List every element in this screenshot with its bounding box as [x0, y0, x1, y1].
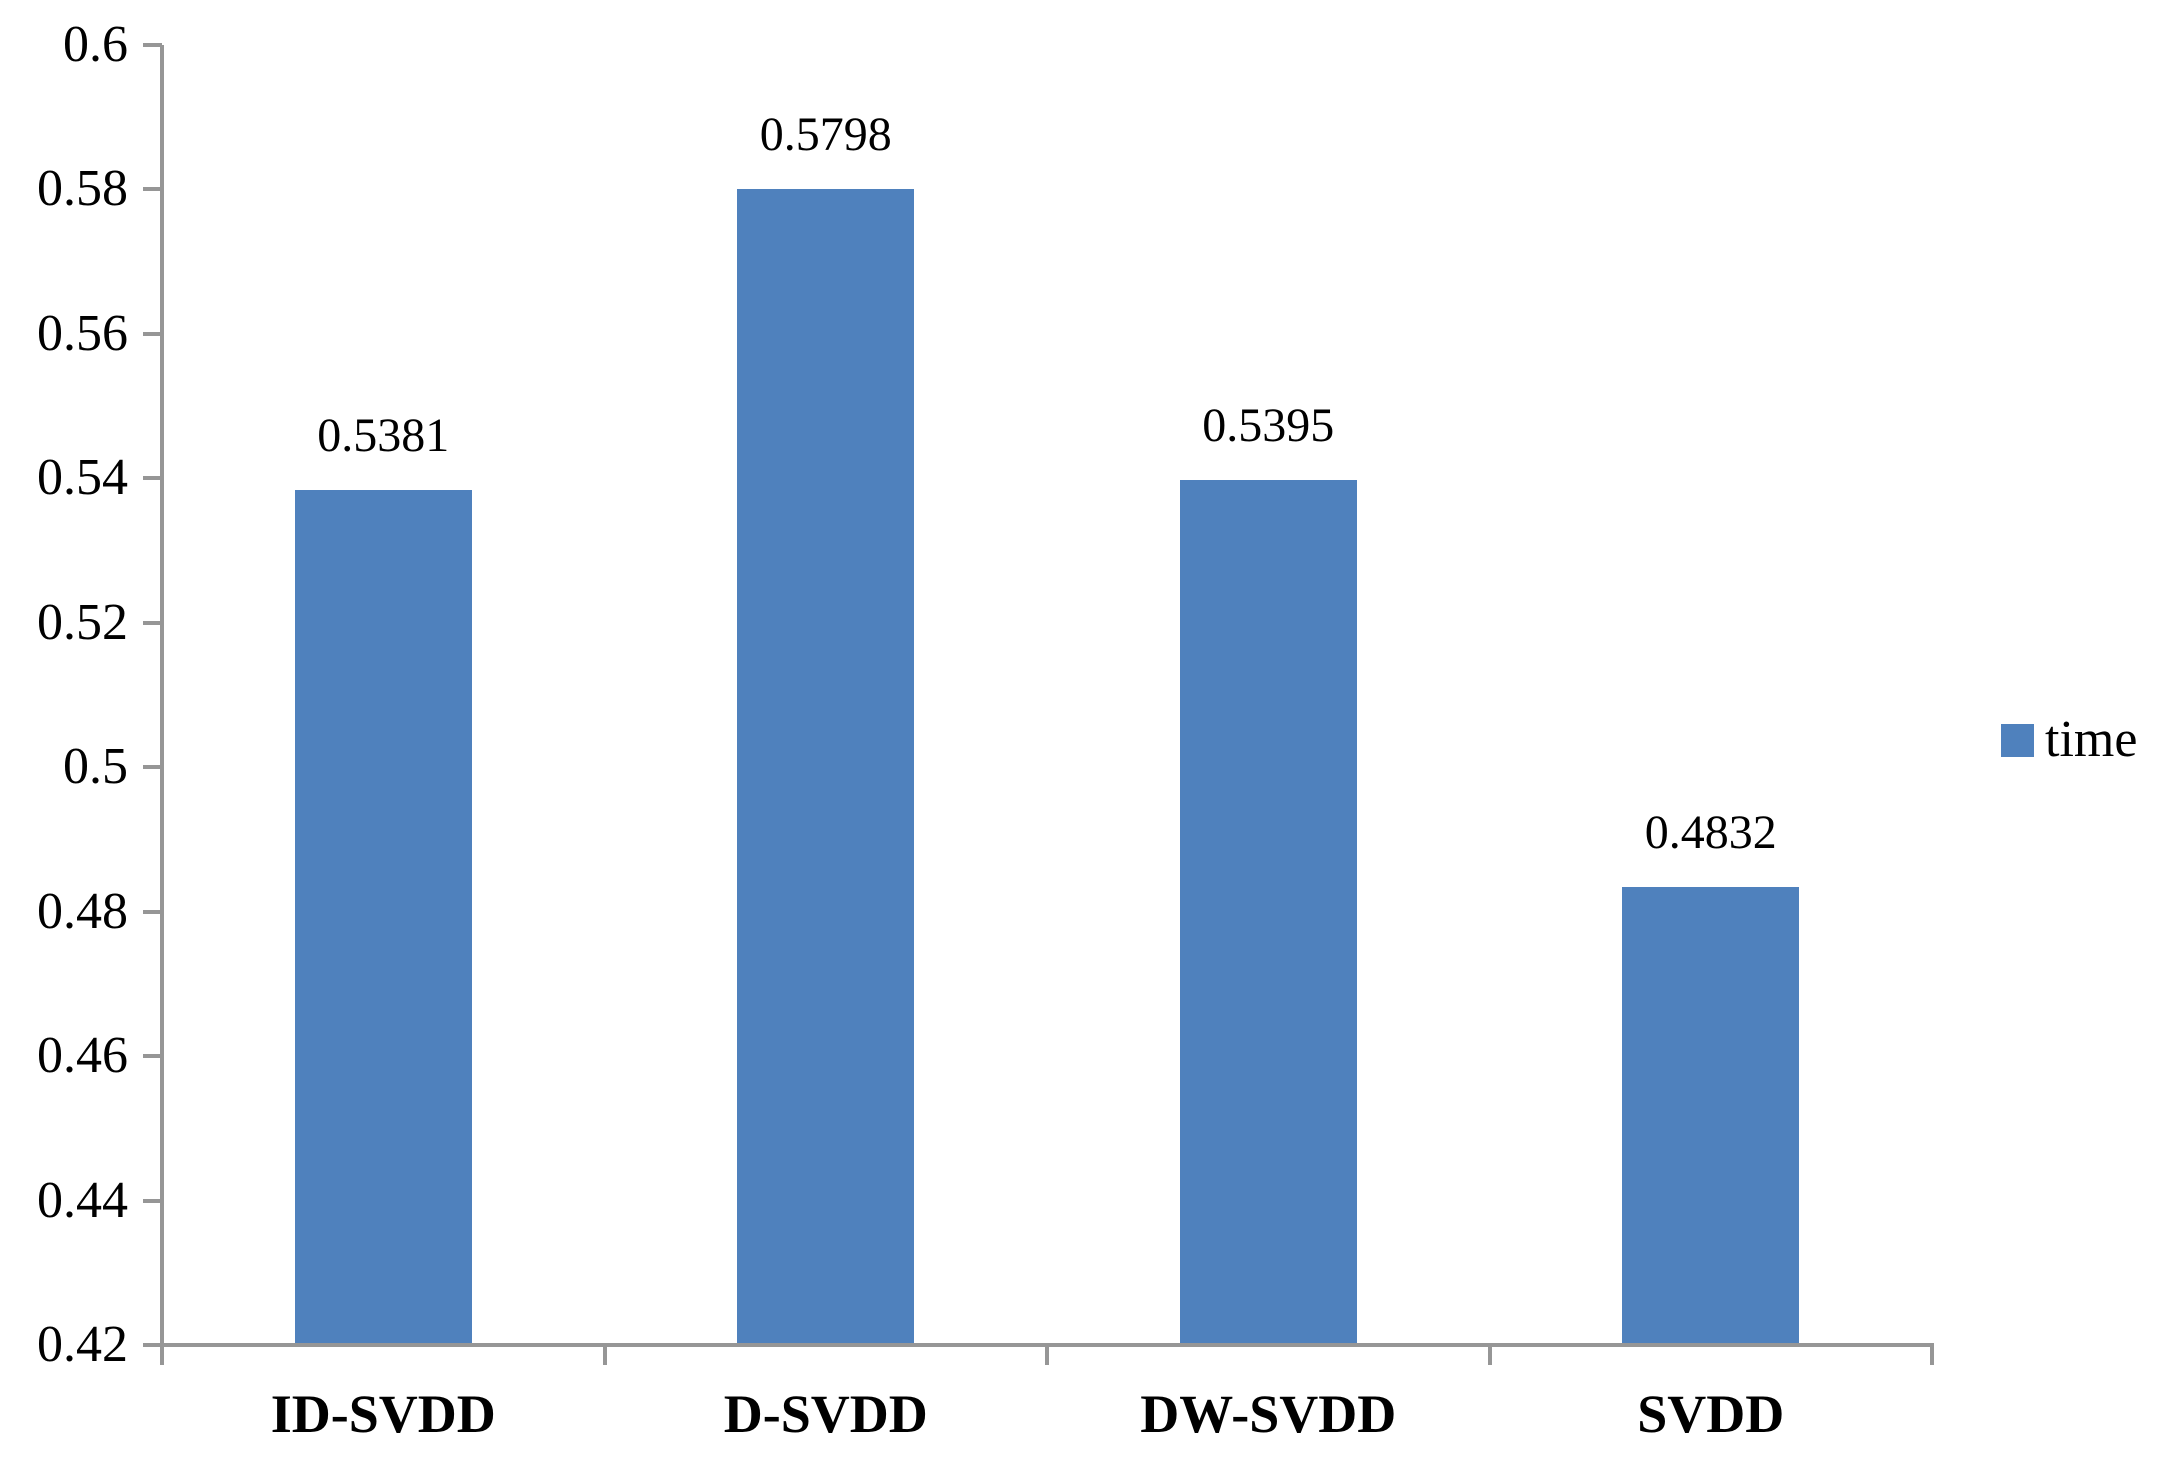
y-axis-tick-label: 0.5 — [63, 738, 128, 796]
y-axis-tick-label: 0.6 — [63, 16, 128, 73]
x-axis-tick — [1487, 1345, 1492, 1365]
y-axis-tick — [143, 620, 162, 625]
y-axis-tick — [143, 909, 162, 914]
y-axis-tick-label: 0.54 — [37, 449, 128, 507]
y-axis-tick — [143, 1054, 162, 1059]
y-axis-tick-label: 0.52 — [37, 593, 128, 651]
y-axis-tick-label: 0.48 — [37, 882, 128, 940]
x-axis-tick — [602, 1345, 607, 1365]
bar-svdd — [1622, 886, 1800, 1343]
y-axis-tick-label: 0.58 — [37, 160, 128, 218]
bar-value-label: 0.4832 — [1644, 805, 1777, 859]
x-axis-tick — [1045, 1345, 1049, 1365]
x-axis-tick — [1930, 1345, 1934, 1365]
plot-area: 0.5381 0.5798 0.5395 0.4832 — [143, 43, 1934, 1365]
y-axis-tick-label: 0.42 — [37, 1316, 128, 1373]
y-axis-tick — [143, 187, 162, 192]
bar-value-label: 0.5798 — [759, 107, 892, 161]
x-axis-category-label: SVDD — [1637, 1384, 1785, 1444]
y-axis-tick — [143, 43, 162, 47]
x-axis-category-label: D-SVDD — [723, 1384, 928, 1444]
x-axis-category-label: DW-SVDD — [1140, 1384, 1397, 1444]
bar-value-label: 0.5395 — [1202, 398, 1335, 452]
y-axis-tick — [143, 765, 162, 770]
y-axis-tick — [143, 476, 162, 481]
bar-id-svdd — [294, 490, 472, 1343]
y-axis-tick — [143, 1198, 162, 1203]
bar-dw-svdd — [1179, 479, 1357, 1343]
legend: time — [2001, 712, 2137, 768]
legend-swatch-icon — [2001, 723, 2034, 757]
y-axis-tick — [143, 1343, 162, 1347]
y-axis-tick — [143, 331, 162, 336]
bar-d-svdd — [737, 188, 915, 1343]
y-axis-tick-label: 0.46 — [37, 1027, 128, 1085]
x-axis-category-label: ID-SVDD — [270, 1384, 496, 1444]
y-axis-tick-label: 0.44 — [37, 1171, 128, 1229]
bar-value-label: 0.5381 — [317, 409, 450, 463]
y-axis-line — [160, 45, 164, 1365]
legend-series-label: time — [2045, 711, 2138, 768]
x-axis-tick — [160, 1345, 164, 1365]
y-axis-tick-label: 0.56 — [37, 304, 128, 362]
